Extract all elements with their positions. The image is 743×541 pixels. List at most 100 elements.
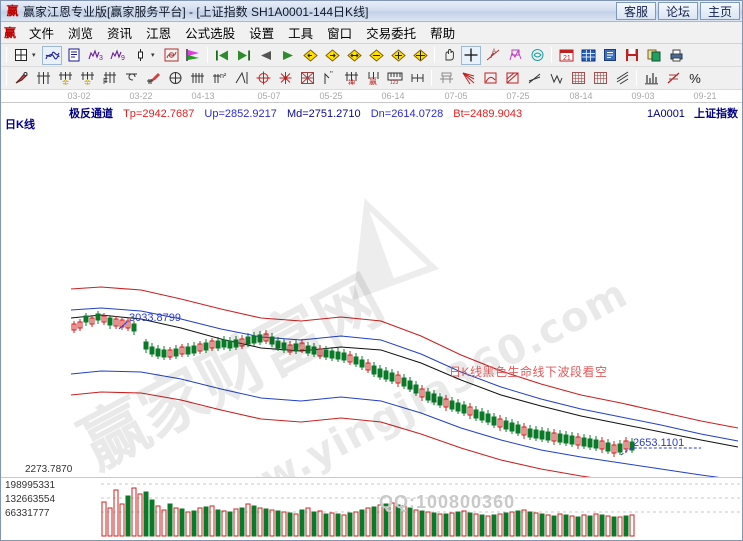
prev-button[interactable] [256,46,276,65]
indicator-info-line: 极反通道 Tp=2942.7687 Up=2852.9217 Md=2751.2… [1,105,742,120]
fit-button[interactable] [410,46,430,65]
star-burst-button[interactable] [275,69,295,88]
pattern-button[interactable] [505,46,525,65]
menu-item-formula-stock-pick[interactable]: 公式选股 [185,27,236,41]
customer-service-button[interactable]: 客服 [616,2,656,20]
period-select[interactable] [11,46,31,65]
first-page-button[interactable] [212,46,232,65]
menu-item-trade-order[interactable]: 交易委托 [366,27,417,41]
indicator-3-button[interactable]: 3 [86,46,106,65]
save-button[interactable] [622,46,642,65]
rect-draw-button[interactable] [502,69,522,88]
calendar-button[interactable]: 21 [556,46,576,65]
crosshair-button[interactable] [461,45,481,65]
period-dropdown-chevron-down-icon[interactable]: ▾ [32,52,36,59]
report-button[interactable] [64,46,84,65]
grid-fine-button[interactable] [568,69,588,88]
percent-button[interactable]: % [689,70,701,86]
date-tick: 03-02 [67,91,91,101]
color-flag-button[interactable] [183,46,203,65]
chart-style-button[interactable] [42,45,62,65]
brain-button[interactable] [527,46,547,65]
ying-red-button[interactable]: 赢 [363,69,383,88]
fan-lines-button[interactable] [458,69,478,88]
panel-label-kline: 日K线 [5,119,35,131]
bar-chart-button[interactable] [641,69,661,88]
date-tick: 04-13 [191,91,215,101]
svg-text:F: F [103,77,108,85]
draw-angle-button[interactable]: A [483,46,503,65]
parallel-lines-button[interactable] [612,69,632,88]
kline-chart-panel[interactable]: 日K线 极反通道 Tp=2942.7687 Up=2852.9217 Md=27… [1,103,742,477]
next-button[interactable] [278,46,298,65]
expand-button[interactable] [344,46,364,65]
measure-button[interactable] [407,69,427,88]
printer-button[interactable] [666,46,686,65]
forum-button[interactable]: 论坛 [658,2,698,20]
grid-table-button[interactable] [578,46,598,65]
gann-tool-button[interactable] [161,46,181,65]
target-button[interactable] [253,69,273,88]
bar-mark-button[interactable]: " [319,69,339,88]
svg-text:金: 金 [62,78,69,85]
indicator-value-bt: Bt=2489.9043 [453,108,523,120]
toolbar-separator [207,47,208,63]
shrink-h-button[interactable] [366,46,386,65]
gann-circle-button[interactable] [165,69,185,88]
toolbar-separator [431,70,432,86]
band-md-line [70,314,739,448]
fib-f-button[interactable]: F [99,69,119,88]
indicator-value-md: Md=2751.2710 [286,108,361,120]
percent-cross-button[interactable] [663,69,683,88]
box-scribble-button[interactable] [480,69,500,88]
ruler-123-button[interactable]: 123 [385,69,405,88]
annotation-leader-lines [118,321,701,456]
shrink-v-button[interactable] [388,46,408,65]
time-grid-button[interactable] [187,69,207,88]
price-axis-bottom-label: 2273.7870 [25,464,73,475]
menu-item-file[interactable]: 文件 [29,27,55,41]
shen-grid-button[interactable]: 神 [341,69,361,88]
marker-button[interactable] [143,69,163,88]
menu-item-window[interactable]: 窗口 [327,27,353,41]
menu-item-browse[interactable]: 浏览 [68,27,94,41]
band-dn-line [70,370,720,477]
menu-item-settings[interactable]: 设置 [249,27,275,41]
svg-text:21: 21 [563,55,571,62]
trend-line-button[interactable] [524,69,544,88]
notebook-button[interactable] [600,46,620,65]
menu-item-gann[interactable]: 江恩 [146,27,172,41]
channel-button[interactable] [436,69,456,88]
gold-tick2-button[interactable]: 金 [77,69,97,88]
svg-text:A: A [492,49,496,55]
volume-panel[interactable]: 198995331 132663554 66331777 QQ:10080036… [1,477,742,540]
gann-grid-button[interactable] [33,69,53,88]
svg-text:": " [330,71,333,79]
square-grid-button[interactable] [297,69,317,88]
zoom-right-button[interactable] [322,46,342,65]
homepage-button[interactable]: 主页 [700,2,740,20]
candle-dropdown-chevron-down-icon[interactable]: ▾ [151,52,155,59]
hand-pan-button[interactable] [439,46,459,65]
zigzag-button[interactable] [546,69,566,88]
volume-axis-label-low: 66331777 [5,508,50,519]
date-tick: 09-03 [631,91,655,101]
menu-item-help[interactable]: 帮助 [430,27,456,41]
last-page-button[interactable] [234,46,254,65]
copy-button[interactable] [644,46,664,65]
grid-fine2-button[interactable] [590,69,610,88]
gold-tick-button[interactable]: 金 [55,69,75,88]
indicator-9-button[interactable]: 9 [108,46,128,65]
menu-item-tools[interactable]: 工具 [288,27,314,41]
n-squared-button[interactable]: n² [209,69,229,88]
date-tick: 05-07 [257,91,281,101]
ying-logo-icon: 赢 [4,26,17,40]
zoom-left-button[interactable] [300,46,320,65]
spiral-button[interactable] [121,69,141,88]
angle-tool-button[interactable] [231,69,251,88]
price-annotation-high: 3033.8799 [129,312,181,324]
menu-item-news[interactable]: 资讯 [107,27,133,41]
candlestick-button[interactable] [130,46,150,65]
pen-tool-button[interactable] [11,69,31,88]
